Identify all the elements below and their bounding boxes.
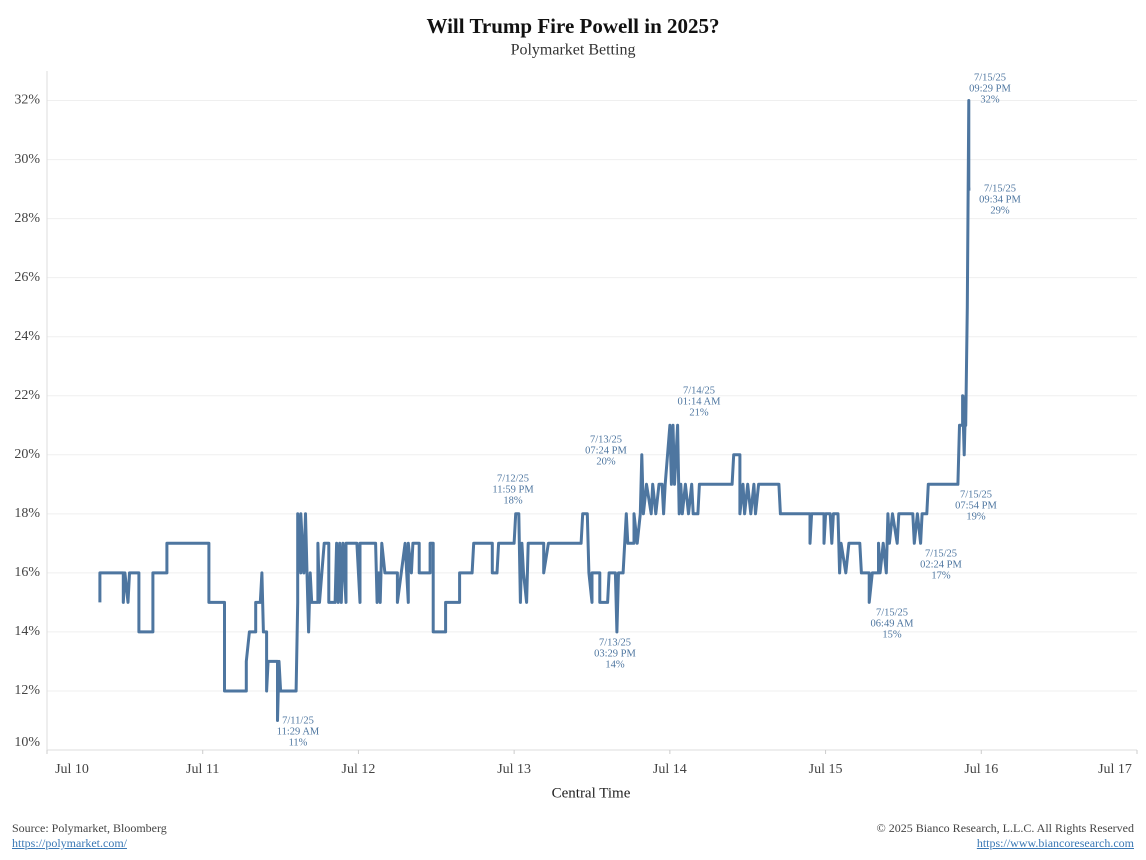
annotation: 32% [980,94,1000,105]
annotation: 7/15/25 [960,489,992,500]
annotation: 03:29 PM [594,648,636,659]
series-line [98,99,971,722]
annotation: 7/12/25 [497,473,529,484]
annotation: 07:54 PM [955,500,997,511]
y-tick-label: 28% [14,211,40,226]
y-tick-label: 16% [14,565,40,580]
annotation: 06:49 AM [871,618,915,629]
x-tick-label: Jul 12 [342,762,376,777]
footer-right: © 2025 Bianco Research, L.L.C. All Right… [877,821,1134,851]
annotation: 7/15/25 [974,72,1006,83]
footer-left: Source: Polymarket, Bloomberg https://po… [12,821,167,851]
annotation: 19% [966,511,986,522]
annotation: 15% [882,629,902,640]
y-tick-label: 12% [14,683,40,698]
y-tick-label: 32% [14,93,40,108]
x-tick-label: Jul 13 [497,762,531,777]
copyright-link[interactable]: https://www.biancoresearch.com [976,836,1134,850]
y-tick-label: 30% [14,152,40,167]
source: Source: Polymarket, Bloomberg [12,821,167,835]
x-tick-label: Jul 15 [809,762,843,777]
annotation: 7/13/25 [590,434,622,445]
annotation: 07:24 PM [585,445,627,456]
x-tick-label: Jul 11 [186,762,219,777]
annotation: 02:24 PM [920,559,962,570]
chart-subtitle: Polymarket Betting [511,42,636,59]
x-tick-label: Jul 14 [653,762,687,777]
annotation: 11% [289,737,308,748]
x-axis-title: Central Time [552,785,631,801]
annotation: 21% [689,407,709,418]
annotation: 18% [503,495,523,506]
chart: Will Trump Fire Powell in 2025? Polymark… [14,14,1138,801]
annotation: 29% [990,205,1010,216]
annotation: 01:14 AM [678,396,722,407]
y-tick-label: 24% [14,329,40,344]
annotation: 7/15/25 [876,607,908,618]
y-tick-label: 18% [14,506,40,521]
copyright: © 2025 Bianco Research, L.L.C. All Right… [876,821,1134,835]
chart-title: Will Trump Fire Powell in 2025? [426,14,719,38]
annotation: 11:59 PM [492,484,534,495]
annotation: 7/14/25 [683,385,715,396]
x-tick-label: Jul 17 [1098,762,1132,777]
annotation: 11:29 AM [277,726,320,737]
y-tick-label: 22% [14,388,40,403]
annotation: 7/15/25 [984,183,1016,194]
annotation: 14% [605,659,625,670]
annotation: 09:29 PM [969,83,1011,94]
annotation: 7/11/25 [282,715,314,726]
annotation: 09:34 PM [979,194,1021,205]
source-link[interactable]: https://polymarket.com/ [12,836,127,850]
annotation: 20% [596,456,616,467]
annotation: 7/15/25 [925,548,957,559]
y-tick-label: 10% [14,735,40,750]
y-tick-label: 26% [14,270,40,285]
x-tick-label: Jul 10 [55,762,89,777]
annotation: 7/13/25 [599,637,631,648]
annotation: 17% [931,570,951,581]
x-tick-label: Jul 16 [964,762,998,777]
y-tick-label: 14% [14,624,40,639]
y-tick-label: 20% [14,447,40,462]
